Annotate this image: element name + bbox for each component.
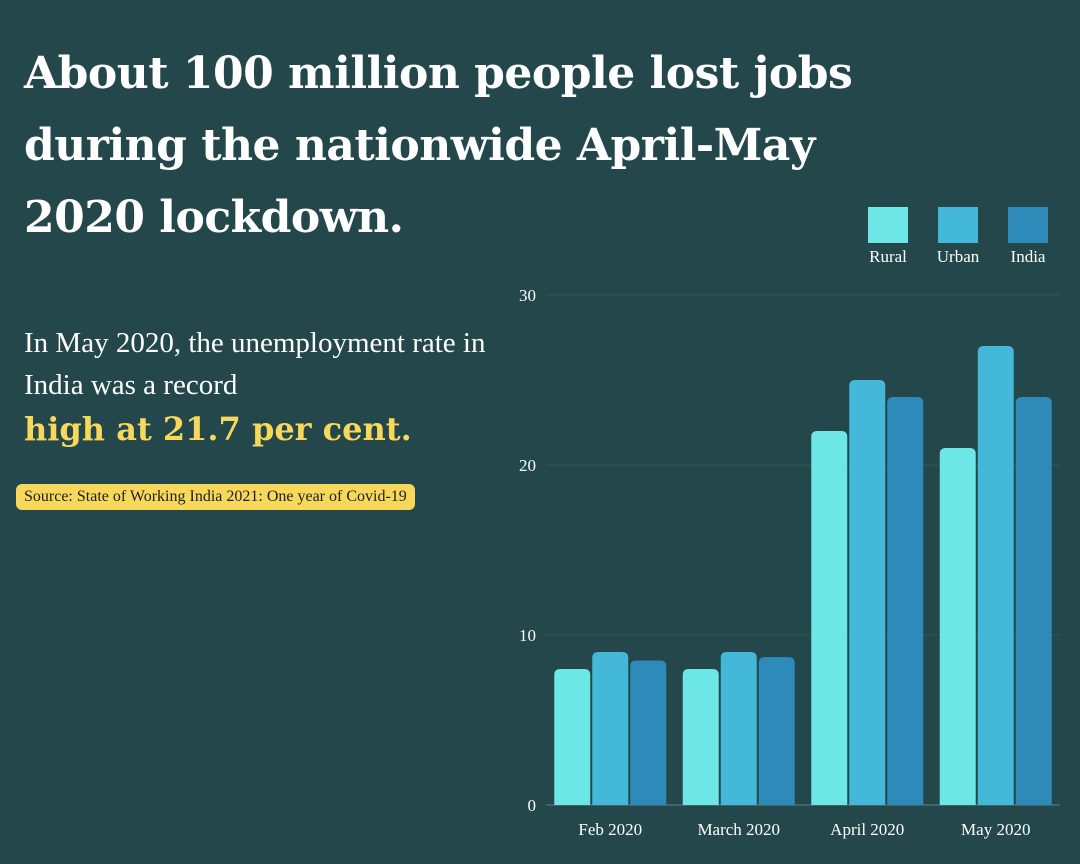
x-category-label: Feb 2020 <box>578 820 642 839</box>
body-text: In May 2020, the unemployment rate in In… <box>24 327 486 401</box>
legend-item-india: India <box>998 207 1058 267</box>
y-tick-label: 0 <box>528 796 537 815</box>
bar-urban-3 <box>977 346 1014 805</box>
source-badge: Source: State of Working India 2021: One… <box>16 484 415 510</box>
headline: About 100 million people lost jobs durin… <box>24 48 853 243</box>
y-tick-label: 10 <box>519 626 536 645</box>
x-category-label: March 2020 <box>697 820 780 839</box>
highlight-text: high at 21.7 per cent. <box>24 410 412 448</box>
legend-label-rural: Rural <box>869 247 907 266</box>
legend-swatch-rural <box>868 207 908 243</box>
x-category-label: May 2020 <box>961 820 1030 839</box>
x-category-label: April 2020 <box>830 820 904 839</box>
bar-rural-3 <box>939 448 976 805</box>
legend-label-india: India <box>1010 247 1046 266</box>
bar-india-0 <box>630 660 667 805</box>
legend-item-rural: Rural <box>858 207 918 267</box>
bar-urban-2 <box>849 380 886 805</box>
legend-swatch-urban <box>938 207 978 243</box>
y-tick-label: 30 <box>519 286 536 305</box>
bar-urban-1 <box>720 652 757 805</box>
bar-rural-1 <box>682 669 719 805</box>
legend-swatch-india <box>1008 207 1048 243</box>
bar-india-2 <box>887 397 924 805</box>
legend-item-urban: Urban <box>928 207 988 267</box>
y-tick-label: 20 <box>519 456 536 475</box>
bar-rural-0 <box>554 669 591 805</box>
bar-india-3 <box>1015 397 1052 805</box>
chart-legend: Rural Urban India <box>858 207 1058 267</box>
bar-urban-0 <box>592 652 629 805</box>
bar-india-1 <box>758 657 795 805</box>
bar-rural-2 <box>811 431 848 805</box>
legend-label-urban: Urban <box>936 247 980 266</box>
